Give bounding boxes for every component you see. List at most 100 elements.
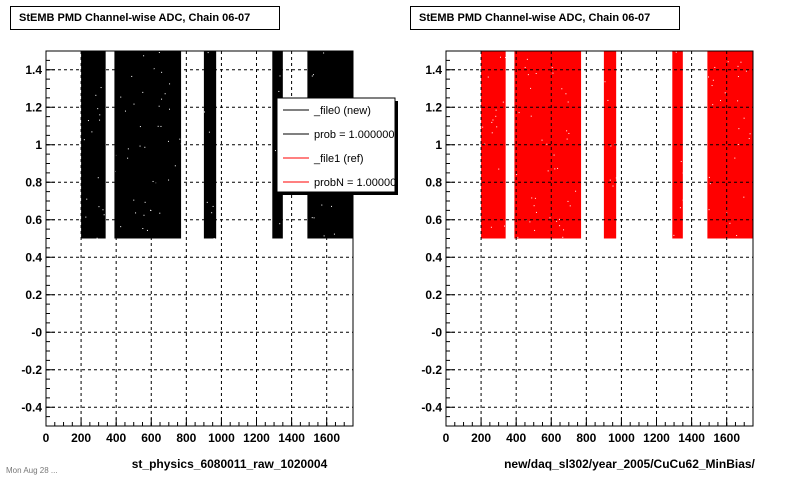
c1-speckle — [708, 176, 710, 178]
c1-speckle — [737, 65, 739, 67]
c1-speckle — [535, 211, 537, 213]
c1-x-tick-label-8: 1600 — [713, 431, 740, 445]
c0-y-tick-label-9: 1.4 — [25, 63, 42, 77]
c1-speckle — [502, 101, 504, 103]
c1-speckle — [563, 229, 565, 231]
c1-speckle — [505, 57, 507, 59]
c1-speckle — [707, 76, 709, 78]
c1-speckle — [527, 74, 529, 76]
c0-speckle — [146, 229, 148, 231]
c0-speckle — [331, 205, 333, 207]
c1-y-tick-label-0: -0.4 — [421, 400, 442, 414]
c1-speckle — [492, 119, 494, 121]
c0-speckle — [133, 103, 135, 105]
c1-x-tick-label-3: 600 — [541, 431, 561, 445]
c0-speckle — [167, 140, 169, 142]
c0-speckle — [279, 75, 281, 77]
c1-speckle — [734, 157, 736, 159]
c1-speckle — [517, 236, 519, 238]
c1-speckle — [567, 200, 569, 202]
c1-speckle — [559, 218, 561, 220]
c0-speckle — [160, 125, 162, 127]
c1-speckle — [714, 66, 716, 68]
c0-speckle — [208, 131, 210, 133]
c1-y-tick-label-4: 0.4 — [425, 250, 442, 264]
c0-speckle — [85, 216, 87, 218]
c0-speckle — [83, 139, 85, 141]
c0-y-tick-label-6: 0.8 — [25, 175, 42, 189]
c1-x-tick-label-1: 200 — [471, 431, 491, 445]
c1-speckle — [604, 81, 606, 83]
legend-entry-0: _file0 (new) — [313, 105, 371, 117]
c1-speckle — [518, 112, 520, 114]
c1-speckle — [749, 133, 751, 135]
c0-speckle — [144, 146, 146, 148]
c0-x-tick-label-0: 0 — [43, 431, 50, 445]
c0-speckle — [164, 93, 166, 95]
c0-x-tick-label-2: 400 — [106, 431, 126, 445]
c1-y-tick-label-5: 0.6 — [425, 213, 442, 227]
c0-speckle — [133, 199, 135, 201]
c1-speckle — [737, 100, 739, 102]
c0-speckle — [124, 110, 126, 112]
c1-speckle — [736, 235, 738, 237]
c0-x-tick-label-8: 1600 — [313, 431, 340, 445]
c0-x-axis-label: st_physics_6080011_raw_1020004 — [132, 457, 328, 471]
c0-speckle — [135, 212, 137, 214]
c0-speckle — [180, 143, 182, 145]
c1-speckle — [712, 104, 714, 106]
c0-speckle — [311, 217, 313, 219]
c1-speckle — [561, 88, 563, 90]
c0-speckle — [127, 157, 129, 159]
c1-speckle — [530, 87, 532, 89]
c1-speckle — [675, 51, 677, 53]
c1-speckle — [553, 154, 555, 156]
c1-speckle — [709, 183, 711, 185]
c1-speckle — [547, 170, 549, 172]
c0-speckle — [120, 226, 122, 228]
c1-y-tick-label-2: -0 — [431, 325, 442, 339]
c0-y-tick-label-7: 1 — [35, 138, 42, 152]
legend-entry-1: prob = 1.000000 — [314, 129, 394, 141]
c0-speckle — [139, 145, 141, 147]
c0-speckle — [99, 114, 101, 116]
c0-speckle — [143, 55, 145, 57]
c0-speckle — [139, 126, 141, 128]
c1-x-tick-label-0: 0 — [443, 431, 450, 445]
c0-x-tick-label-5: 1000 — [208, 431, 235, 445]
c1-speckle — [562, 236, 564, 238]
c1-speckle — [568, 132, 570, 134]
c1-speckle — [551, 67, 553, 69]
c0-speckle — [127, 148, 129, 150]
c1-speckle — [552, 72, 554, 74]
c1-speckle — [531, 197, 533, 199]
c0-speckle — [174, 165, 176, 167]
c0-speckle — [161, 71, 163, 73]
c0-speckle — [87, 120, 89, 122]
c1-speckle — [729, 222, 731, 224]
c0-x-tick-label-6: 1200 — [243, 431, 270, 445]
c1-speckle — [556, 220, 558, 222]
c1-speckle — [482, 126, 484, 128]
c1-speckle — [503, 225, 505, 227]
c0-speckle — [207, 52, 209, 54]
c0-speckle — [211, 212, 213, 214]
c0-speckle — [169, 83, 171, 85]
c1-speckle — [727, 61, 729, 63]
c1-speckle — [712, 79, 714, 81]
c1-speckle — [491, 132, 493, 134]
c1-speckle — [609, 179, 611, 181]
c1-speckle — [566, 130, 568, 132]
c0-speckle — [179, 138, 181, 140]
c1-speckle — [498, 168, 500, 170]
c1-y-tick-label-8: 1.2 — [425, 100, 442, 114]
c1-speckle — [610, 145, 612, 147]
c0-speckle — [95, 94, 97, 96]
c1-speckle — [566, 138, 568, 140]
c1-speckle — [495, 115, 497, 117]
chart-title-left: StEMB PMD Channel-wise ADC, Chain 06-07 — [10, 6, 280, 30]
c1-speckle — [743, 196, 745, 198]
c1-x-axis-label: new/daq_sl302/year_2005/CuCu62_MinBias/ — [504, 457, 755, 471]
c1-speckle — [499, 56, 501, 58]
